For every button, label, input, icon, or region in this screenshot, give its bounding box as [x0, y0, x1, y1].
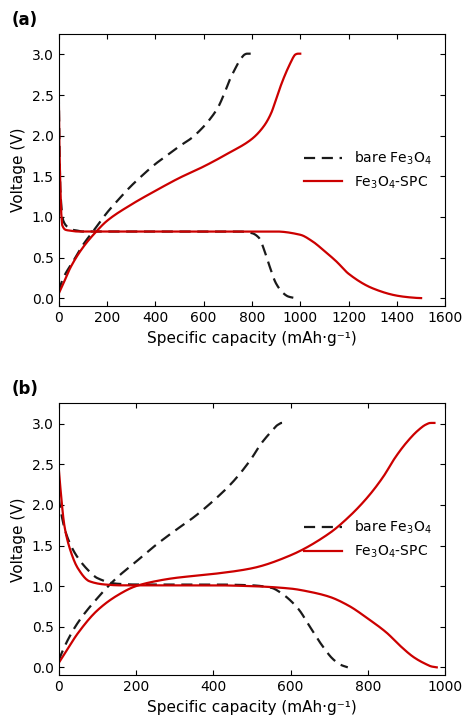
- Text: (b): (b): [12, 380, 39, 398]
- Text: (a): (a): [12, 11, 38, 29]
- Legend: bare Fe$_3$O$_4$, Fe$_3$O$_4$-SPC: bare Fe$_3$O$_4$, Fe$_3$O$_4$-SPC: [297, 143, 438, 197]
- X-axis label: Specific capacity (mAh·g⁻¹): Specific capacity (mAh·g⁻¹): [147, 330, 357, 346]
- Legend: bare Fe$_3$O$_4$, Fe$_3$O$_4$-SPC: bare Fe$_3$O$_4$, Fe$_3$O$_4$-SPC: [297, 512, 438, 567]
- X-axis label: Specific capacity (mAh·g⁻¹): Specific capacity (mAh·g⁻¹): [147, 700, 357, 715]
- Y-axis label: Voltage (V): Voltage (V): [11, 497, 26, 582]
- Y-axis label: Voltage (V): Voltage (V): [11, 128, 26, 213]
